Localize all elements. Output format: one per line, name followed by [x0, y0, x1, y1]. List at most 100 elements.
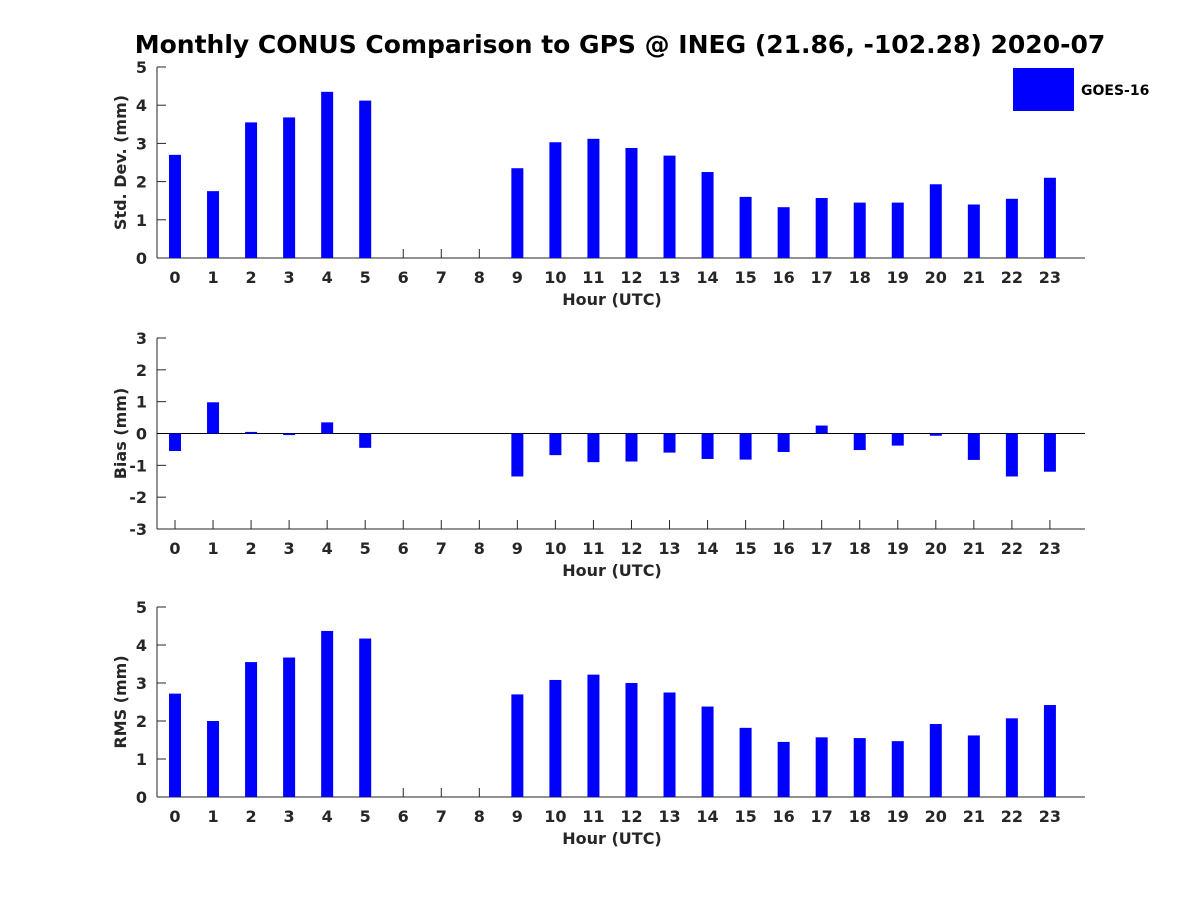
panel2-bar	[207, 402, 220, 434]
panel3-bar	[587, 674, 600, 797]
panel1-bar	[511, 168, 524, 258]
panel3-bar	[245, 662, 258, 797]
panel1-bar	[815, 198, 828, 258]
panel1-x-tick-label: 17	[811, 268, 833, 287]
legend-swatch	[1013, 68, 1074, 111]
panel3-x-tick-label: 23	[1039, 807, 1061, 826]
panel1-bar	[587, 138, 600, 258]
panel3-x-tick-label: 12	[620, 807, 642, 826]
panel2-x-tick-label: 7	[436, 539, 447, 558]
panel3-bar	[321, 630, 334, 797]
panel2-bar	[815, 425, 828, 434]
panel2-bar	[929, 433, 942, 436]
panel1-bar	[929, 184, 942, 258]
panel1-x-tick-label: 23	[1039, 268, 1061, 287]
panel3-bar	[283, 657, 296, 797]
panel1-x-tick-label: 16	[773, 268, 795, 287]
panel3-x-tick-label: 3	[284, 807, 295, 826]
panel3-x-tick-label: 10	[544, 807, 566, 826]
panel1-x-tick-label: 0	[169, 268, 180, 287]
panel1-x-tick-label: 22	[1001, 268, 1023, 287]
panel3-y-tick-label: 3	[136, 674, 147, 693]
panel2-x-tick-label: 6	[398, 539, 409, 558]
panel3-x-tick-label: 11	[582, 807, 604, 826]
panel1-x-tick-label: 4	[322, 268, 333, 287]
panel1-x-tick-label: 7	[436, 268, 447, 287]
panel2-x-tick-label: 20	[925, 539, 947, 558]
panel3-y-axis-title: RMS (mm)	[111, 655, 130, 748]
panel2-y-tick-label: -3	[129, 520, 147, 539]
chart-title: Monthly CONUS Comparison to GPS @ INEG (…	[134, 30, 1106, 59]
panel2-y-tick-label: -1	[129, 456, 147, 475]
panel3-x-tick-label: 17	[811, 807, 833, 826]
panel3-x-tick-label: 16	[773, 807, 795, 826]
panel3-bar	[853, 738, 866, 797]
panel1-x-tick-label: 21	[963, 268, 985, 287]
panel2-x-tick-label: 21	[963, 539, 985, 558]
panel1-x-tick-label: 10	[544, 268, 566, 287]
panel1-x-tick-label: 5	[360, 268, 371, 287]
panel2-bar	[891, 433, 904, 446]
panel2-x-tick-label: 17	[811, 539, 833, 558]
panel1-x-tick-label: 2	[246, 268, 257, 287]
panel3-bar	[625, 683, 638, 797]
panel3-bar	[815, 737, 828, 797]
panel2-bar	[549, 433, 562, 456]
panel3-x-tick-label: 8	[474, 807, 485, 826]
panel3-bar	[169, 693, 181, 797]
panel1-x-tick-label: 8	[474, 268, 485, 287]
panel2-bar	[511, 433, 524, 477]
panel1-bar	[853, 202, 866, 258]
panel2-bar	[739, 433, 752, 460]
panel1-x-tick-label: 20	[925, 268, 947, 287]
panel1-bar	[359, 100, 372, 258]
panel2-bar	[587, 433, 600, 463]
panel3-y-tick-label: 0	[136, 788, 147, 807]
panel2-bar	[701, 433, 714, 459]
panel2-x-tick-label: 1	[207, 539, 218, 558]
panel1-bar	[283, 117, 296, 258]
panel2-x-tick-label: 4	[322, 539, 333, 558]
panel1-bar	[701, 172, 714, 258]
panel3-x-tick-label: 15	[734, 807, 756, 826]
panel2-y-tick-label: -2	[129, 488, 147, 507]
panel3-bar	[663, 692, 676, 797]
panel3-x-axis-title: Hour (UTC)	[562, 829, 662, 848]
panel2-x-tick-label: 13	[658, 539, 680, 558]
panel3-x-tick-label: 2	[246, 807, 257, 826]
panel1-bar	[891, 202, 904, 258]
panel3-x-tick-label: 22	[1001, 807, 1023, 826]
panel1-y-tick-label: 2	[136, 173, 147, 192]
panel1-y-tick-label: 5	[136, 58, 147, 77]
panel2-bar	[321, 422, 334, 434]
panel3-x-tick-label: 5	[360, 807, 371, 826]
panel1-bar	[967, 204, 980, 258]
panel3-x-tick-label: 6	[398, 807, 409, 826]
panel3-bar	[739, 727, 752, 797]
panel3-bar	[777, 741, 790, 797]
panel2-x-tick-label: 8	[474, 539, 485, 558]
panel1-bar	[777, 207, 790, 258]
panel1-bar	[245, 122, 258, 258]
panel2-bar	[853, 433, 866, 451]
panel1-x-tick-label: 1	[207, 268, 218, 287]
panel3-x-tick-label: 19	[887, 807, 909, 826]
panel1-bar	[1005, 198, 1018, 258]
panel2-x-tick-label: 15	[734, 539, 756, 558]
panel2-bar	[1043, 433, 1056, 472]
panel1-bar	[739, 196, 752, 258]
legend-label: GOES-16	[1081, 83, 1149, 99]
panel1-bar	[625, 147, 638, 258]
panel1-x-tick-label: 9	[512, 268, 523, 287]
panel2-x-tick-label: 16	[773, 539, 795, 558]
panel3-bar	[511, 694, 524, 797]
panel2-bar	[967, 433, 980, 460]
panel2-x-tick-label: 14	[696, 539, 718, 558]
panel1-x-tick-label: 18	[849, 268, 871, 287]
panel1-x-axis-title: Hour (UTC)	[562, 290, 662, 309]
panel2-x-tick-label: 2	[246, 539, 257, 558]
panel2-bar	[359, 433, 372, 448]
panel1-bar	[207, 191, 220, 258]
panel3-x-tick-label: 1	[207, 807, 218, 826]
